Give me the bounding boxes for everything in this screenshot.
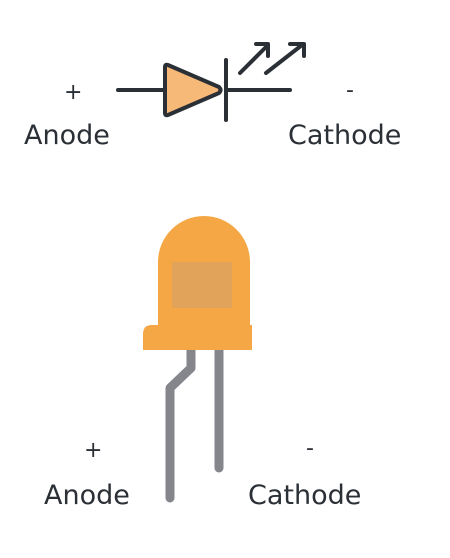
emission-arrow-2 bbox=[264, 43, 304, 75]
anode-lead bbox=[165, 335, 196, 503]
physical-anode-label: Anode bbox=[44, 480, 130, 511]
physical-anode-sign: + bbox=[84, 438, 103, 463]
emission-arrow-1 bbox=[238, 43, 270, 75]
symbol-cathode-sign: - bbox=[346, 78, 354, 103]
symbol-cathode-label: Cathode bbox=[288, 120, 402, 151]
symbol-anode-label: Anode bbox=[24, 120, 110, 151]
diode-triangle bbox=[163, 62, 223, 118]
emission-arrow-2-head bbox=[288, 42, 306, 58]
led-flange bbox=[143, 325, 252, 350]
emission-arrow-1-head bbox=[254, 42, 270, 58]
physical-cathode-sign: - bbox=[306, 436, 314, 461]
led-window bbox=[172, 262, 232, 308]
symbol-anode-sign: + bbox=[64, 80, 83, 105]
physical-cathode-label: Cathode bbox=[248, 480, 362, 511]
